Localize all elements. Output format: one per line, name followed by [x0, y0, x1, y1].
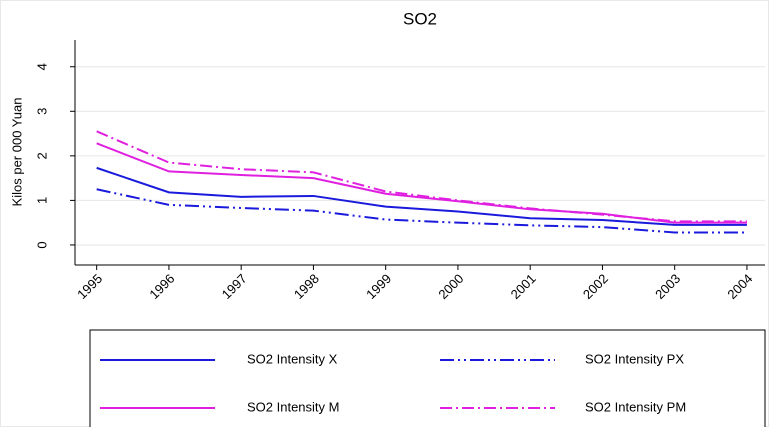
y-tick-label: 1	[34, 197, 49, 204]
chart-title: SO2	[403, 9, 437, 28]
y-tick-label: 4	[34, 63, 49, 70]
legend	[89, 329, 766, 427]
y-tick-label: 2	[34, 152, 49, 159]
legend-label: SO2 Intensity PX	[585, 351, 684, 366]
series-line	[96, 130, 747, 223]
y-axis-label: Kilos per 000 Yuan	[9, 98, 24, 207]
y-tick-label: 3	[34, 108, 49, 115]
series-line	[96, 166, 747, 226]
legend-label: SO2 Intensity M	[247, 399, 339, 414]
legend-label: SO2 Intensity X	[247, 351, 338, 366]
y-tick-label: 0	[34, 241, 49, 248]
series-line	[96, 188, 747, 234]
legend-label: SO2 Intensity PM	[585, 399, 686, 414]
